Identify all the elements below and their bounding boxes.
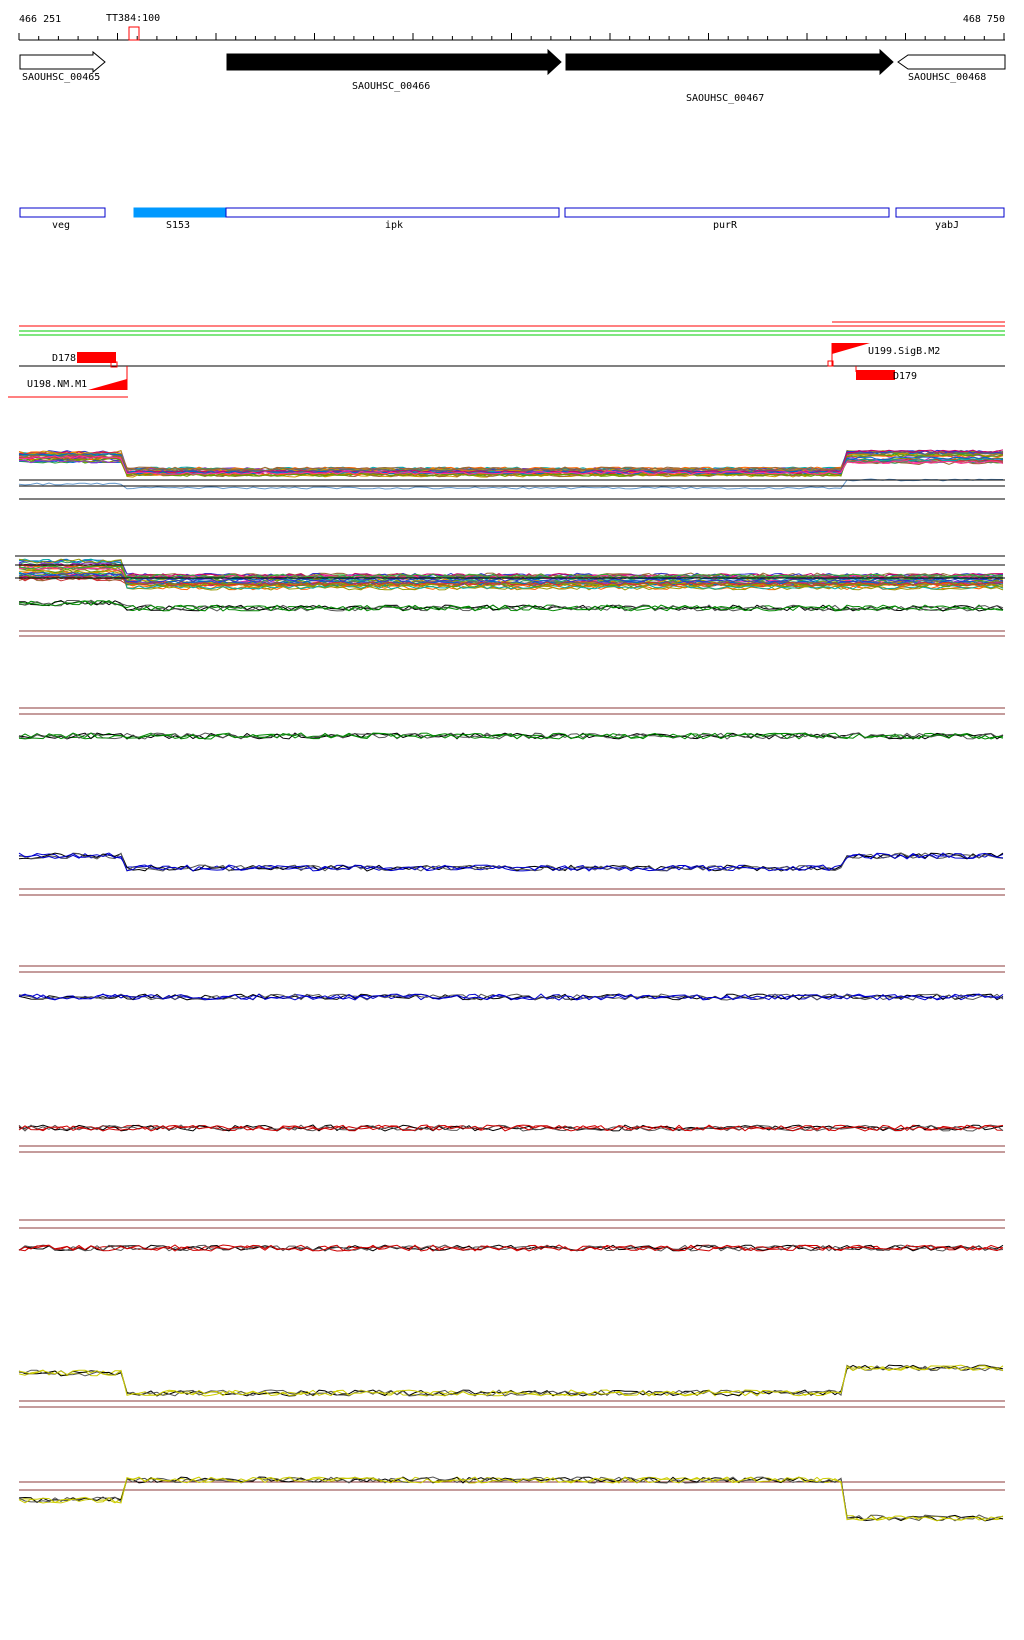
annotation-box-veg[interactable] [19,207,106,218]
annotation-label-S153: S153 [166,220,190,231]
annotation-label-ipk: ipk [385,220,403,231]
expression-tracks [15,449,1005,1522]
expression-track-8 [18,1476,1005,1522]
expression-track-3 [18,852,1005,896]
coordinate-ruler: 466 251 468 750 TT384:100 [18,13,1005,41]
ruler-end-label: 468 750 [963,14,1005,25]
expression-track-4 [18,965,1005,1001]
track-2-series [18,572,1003,579]
track-1-series [18,449,1004,474]
track-2-series [18,564,1004,579]
expression-track-1 [18,599,1005,637]
feature-U198[interactable] [88,379,127,390]
terminator-marker[interactable] [128,26,140,41]
expression-track-6 [18,1219,1005,1252]
annotation-box-yabJ[interactable] [895,207,1005,218]
profile-line [18,1476,1004,1522]
expression-track-5 [18,1124,1005,1153]
gene-label-SAOUHSC_00465: SAOUHSC_00465 [22,72,100,83]
ruler-ticks [18,33,1005,40]
gene-label-SAOUHSC_00467: SAOUHSC_00467 [686,93,764,104]
profile-line [18,1476,1004,1522]
track-2-series [18,572,1004,583]
track-1-series [18,455,1004,476]
track-1-series [18,478,1003,490]
feature-label-U198: U198.NM.M1 [27,379,87,390]
track-2-series [18,570,1004,591]
annotation-track: veg S153 ipk purR yabJ [19,207,1005,231]
annotation-box-purR[interactable] [564,207,890,218]
annotation-label-purR: purR [713,220,738,231]
annotation-label-veg: veg [52,220,70,231]
profile-line [18,1244,1004,1252]
expression-track-7 [18,1364,1005,1408]
gene-label-SAOUHSC_00468: SAOUHSC_00468 [908,72,986,83]
track-1-series [18,454,1004,471]
profile-line [18,852,1004,872]
profile-line [18,993,1004,1001]
annotation-box-S153[interactable] [133,207,227,218]
profile-line [18,1476,1004,1522]
profile-line [18,852,1004,872]
feature-label-U199: U199.SigB.M2 [868,346,940,357]
feature-D178[interactable] [77,352,116,363]
gene-arrow-SAOUHSC_00465[interactable] [19,50,106,74]
profile-line [18,1476,1004,1522]
transcription-feature-track: D178 U198.NM.M1 U199.SigB.M2 D179 [8,321,1005,398]
profile-line [18,732,1004,740]
gene-arrow-SAOUHSC_00467[interactable] [565,48,894,76]
profile-line [18,852,1004,872]
profile-line [18,600,1004,612]
feature-label-D178: D178 [52,353,76,364]
profile-line [18,599,1004,612]
track-2-series [18,558,1004,588]
gene-arrow-SAOUHSC_00466[interactable] [226,48,562,76]
profile-line [18,1364,1004,1397]
gene-track: SAOUHSC_00465 SAOUHSC_00466 SAOUHSC_0046… [19,48,1006,104]
gene-arrow-SAOUHSC_00468[interactable] [897,54,1006,70]
profile-line [18,1124,1004,1132]
track-1-series [18,453,1004,475]
annotation-box-ipk[interactable] [225,207,560,218]
feature-D179[interactable] [856,370,895,380]
profile-line [18,993,1004,1001]
feature-U199[interactable] [832,343,870,354]
annotation-label-yabJ: yabJ [935,220,959,231]
track-multicolor-2 [15,555,1005,591]
gene-label-SAOUHSC_00466: SAOUHSC_00466 [352,81,430,92]
terminator-label: TT384:100 [106,13,160,24]
ruler-start-label: 466 251 [19,14,61,25]
track-2-series [18,558,1004,590]
profile-line [18,1365,1004,1397]
feature-label-D179: D179 [893,371,917,382]
track-2-series [18,576,1004,587]
expression-track-2 [18,707,1005,740]
track-multicolor-1 [18,449,1005,500]
